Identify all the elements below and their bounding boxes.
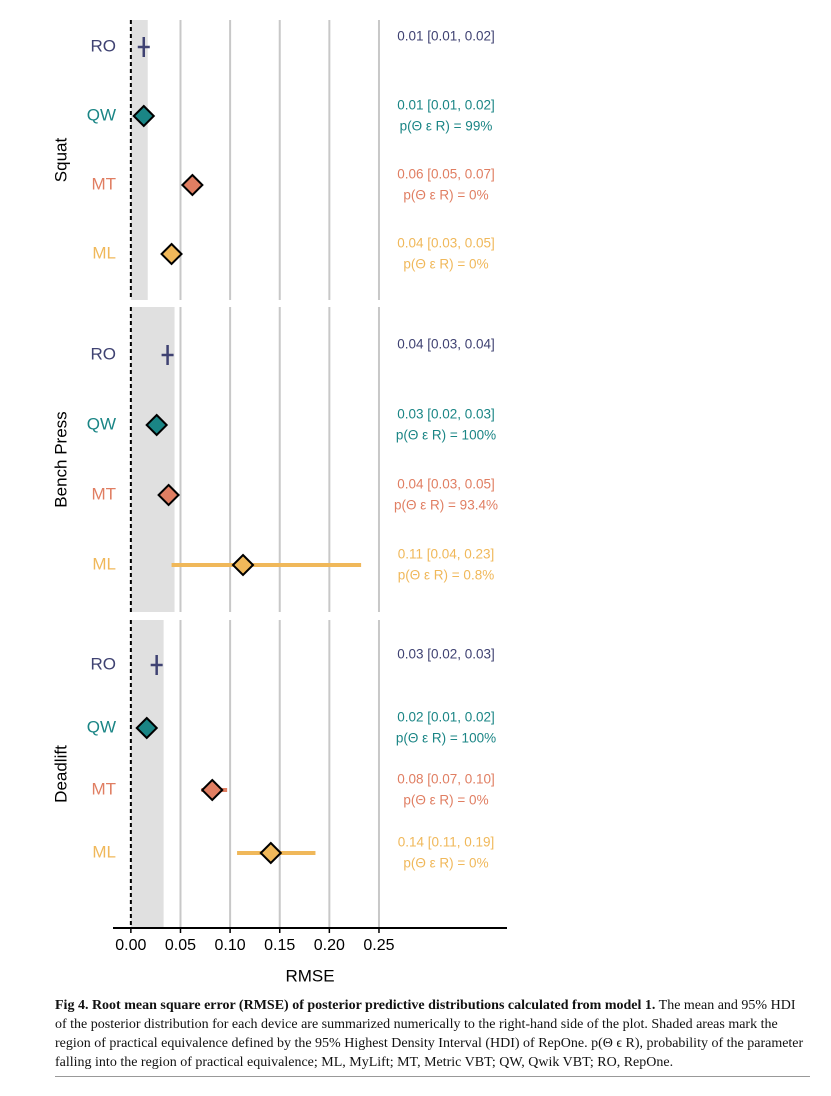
- summary-label: p(Θ ε R) = 0%: [403, 856, 488, 871]
- chart: RMSE Squat RO 0.01 [0.01, 0.02] QW 0.01 [0.0…: [51, 20, 507, 985]
- mean-marker: [145, 413, 169, 437]
- mean-marker: [160, 242, 183, 266]
- summary-label: 0.14 [0.11, 0.19]: [398, 835, 495, 850]
- summary-label: p(Θ ε R) = 0%: [403, 257, 488, 272]
- device-label: RO: [91, 344, 117, 363]
- x-tick-label: 0.10: [215, 937, 246, 954]
- summary-label: 0.11 [0.04, 0.23]: [398, 547, 495, 562]
- rope-region: [130, 20, 148, 300]
- caption-title: Fig 4. Root mean square error (RMSE) of …: [55, 998, 656, 1013]
- summary-label: 0.04 [0.03, 0.05]: [397, 236, 495, 251]
- x-tick-label: 0.00: [115, 937, 146, 954]
- panel-title: Deadlift: [51, 745, 70, 803]
- figure-caption: Fig 4. Root mean square error (RMSE) of …: [55, 996, 810, 1077]
- x-tick-label: 0.25: [363, 937, 394, 954]
- device-label: MT: [91, 779, 116, 798]
- summary-label: p(Θ ε R) = 100%: [396, 731, 496, 746]
- device-label: MT: [91, 174, 116, 193]
- summary-label: 0.03 [0.02, 0.03]: [397, 647, 495, 662]
- summary-label: 0.06 [0.05, 0.07]: [397, 167, 495, 182]
- x-axis-label: RMSE: [285, 966, 334, 985]
- device-label: QW: [87, 414, 116, 433]
- device-label: RO: [91, 36, 117, 55]
- summary-label: 0.02 [0.01, 0.02]: [397, 710, 495, 725]
- summary-label: 0.08 [0.07, 0.10]: [397, 772, 495, 787]
- device-label: RO: [91, 654, 117, 673]
- x-tick-label: 0.15: [264, 937, 295, 954]
- mean-marker: [137, 37, 150, 57]
- device-label: QW: [87, 717, 116, 736]
- mean-marker: [200, 778, 224, 802]
- mean-marker: [150, 655, 163, 675]
- summary-label: p(Θ ε R) = 93.4%: [394, 498, 498, 513]
- summary-label: p(Θ ε R) = 0%: [403, 793, 488, 808]
- mean-marker: [132, 104, 156, 128]
- device-label: ML: [92, 243, 116, 262]
- panel-title: Squat: [51, 138, 70, 183]
- mean-marker: [161, 345, 174, 365]
- summary-label: 0.01 [0.01, 0.02]: [397, 29, 495, 44]
- caption-text: The mean and 95% HDI of the posterior di…: [55, 998, 804, 1070]
- x-tick-label: 0.20: [314, 937, 345, 954]
- summary-label: 0.03 [0.02, 0.03]: [397, 407, 495, 422]
- summary-label: 0.04 [0.03, 0.05]: [397, 477, 495, 492]
- mean-marker: [157, 483, 180, 507]
- summary-label: p(Θ ε R) = 0.8%: [398, 568, 494, 583]
- device-label: ML: [92, 842, 116, 861]
- panel-title: Bench Press: [51, 411, 70, 507]
- mean-marker: [135, 716, 159, 740]
- mean-marker: [259, 841, 283, 865]
- summary-label: 0.04 [0.03, 0.04]: [397, 337, 495, 352]
- device-label: MT: [91, 484, 116, 503]
- mean-marker: [180, 173, 204, 197]
- x-tick-label: 0.05: [165, 937, 196, 954]
- device-label: QW: [87, 105, 116, 124]
- summary-label: p(Θ ε R) = 0%: [403, 188, 488, 203]
- mean-marker: [231, 553, 255, 577]
- rope-region: [130, 620, 164, 928]
- summary-label: p(Θ ε R) = 100%: [396, 428, 496, 443]
- summary-label: 0.01 [0.01, 0.02]: [397, 98, 495, 113]
- summary-label: p(Θ ε R) = 99%: [400, 119, 493, 134]
- device-label: ML: [92, 554, 116, 573]
